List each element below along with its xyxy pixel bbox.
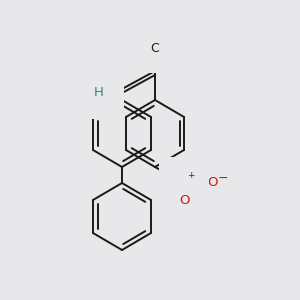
Text: +: + xyxy=(187,172,195,181)
Text: −: − xyxy=(218,172,228,184)
Text: N: N xyxy=(179,176,189,190)
Text: O: O xyxy=(179,194,189,206)
Text: O: O xyxy=(208,176,218,190)
Text: C: C xyxy=(151,41,159,55)
Text: N: N xyxy=(150,22,160,34)
Text: H: H xyxy=(94,86,104,100)
